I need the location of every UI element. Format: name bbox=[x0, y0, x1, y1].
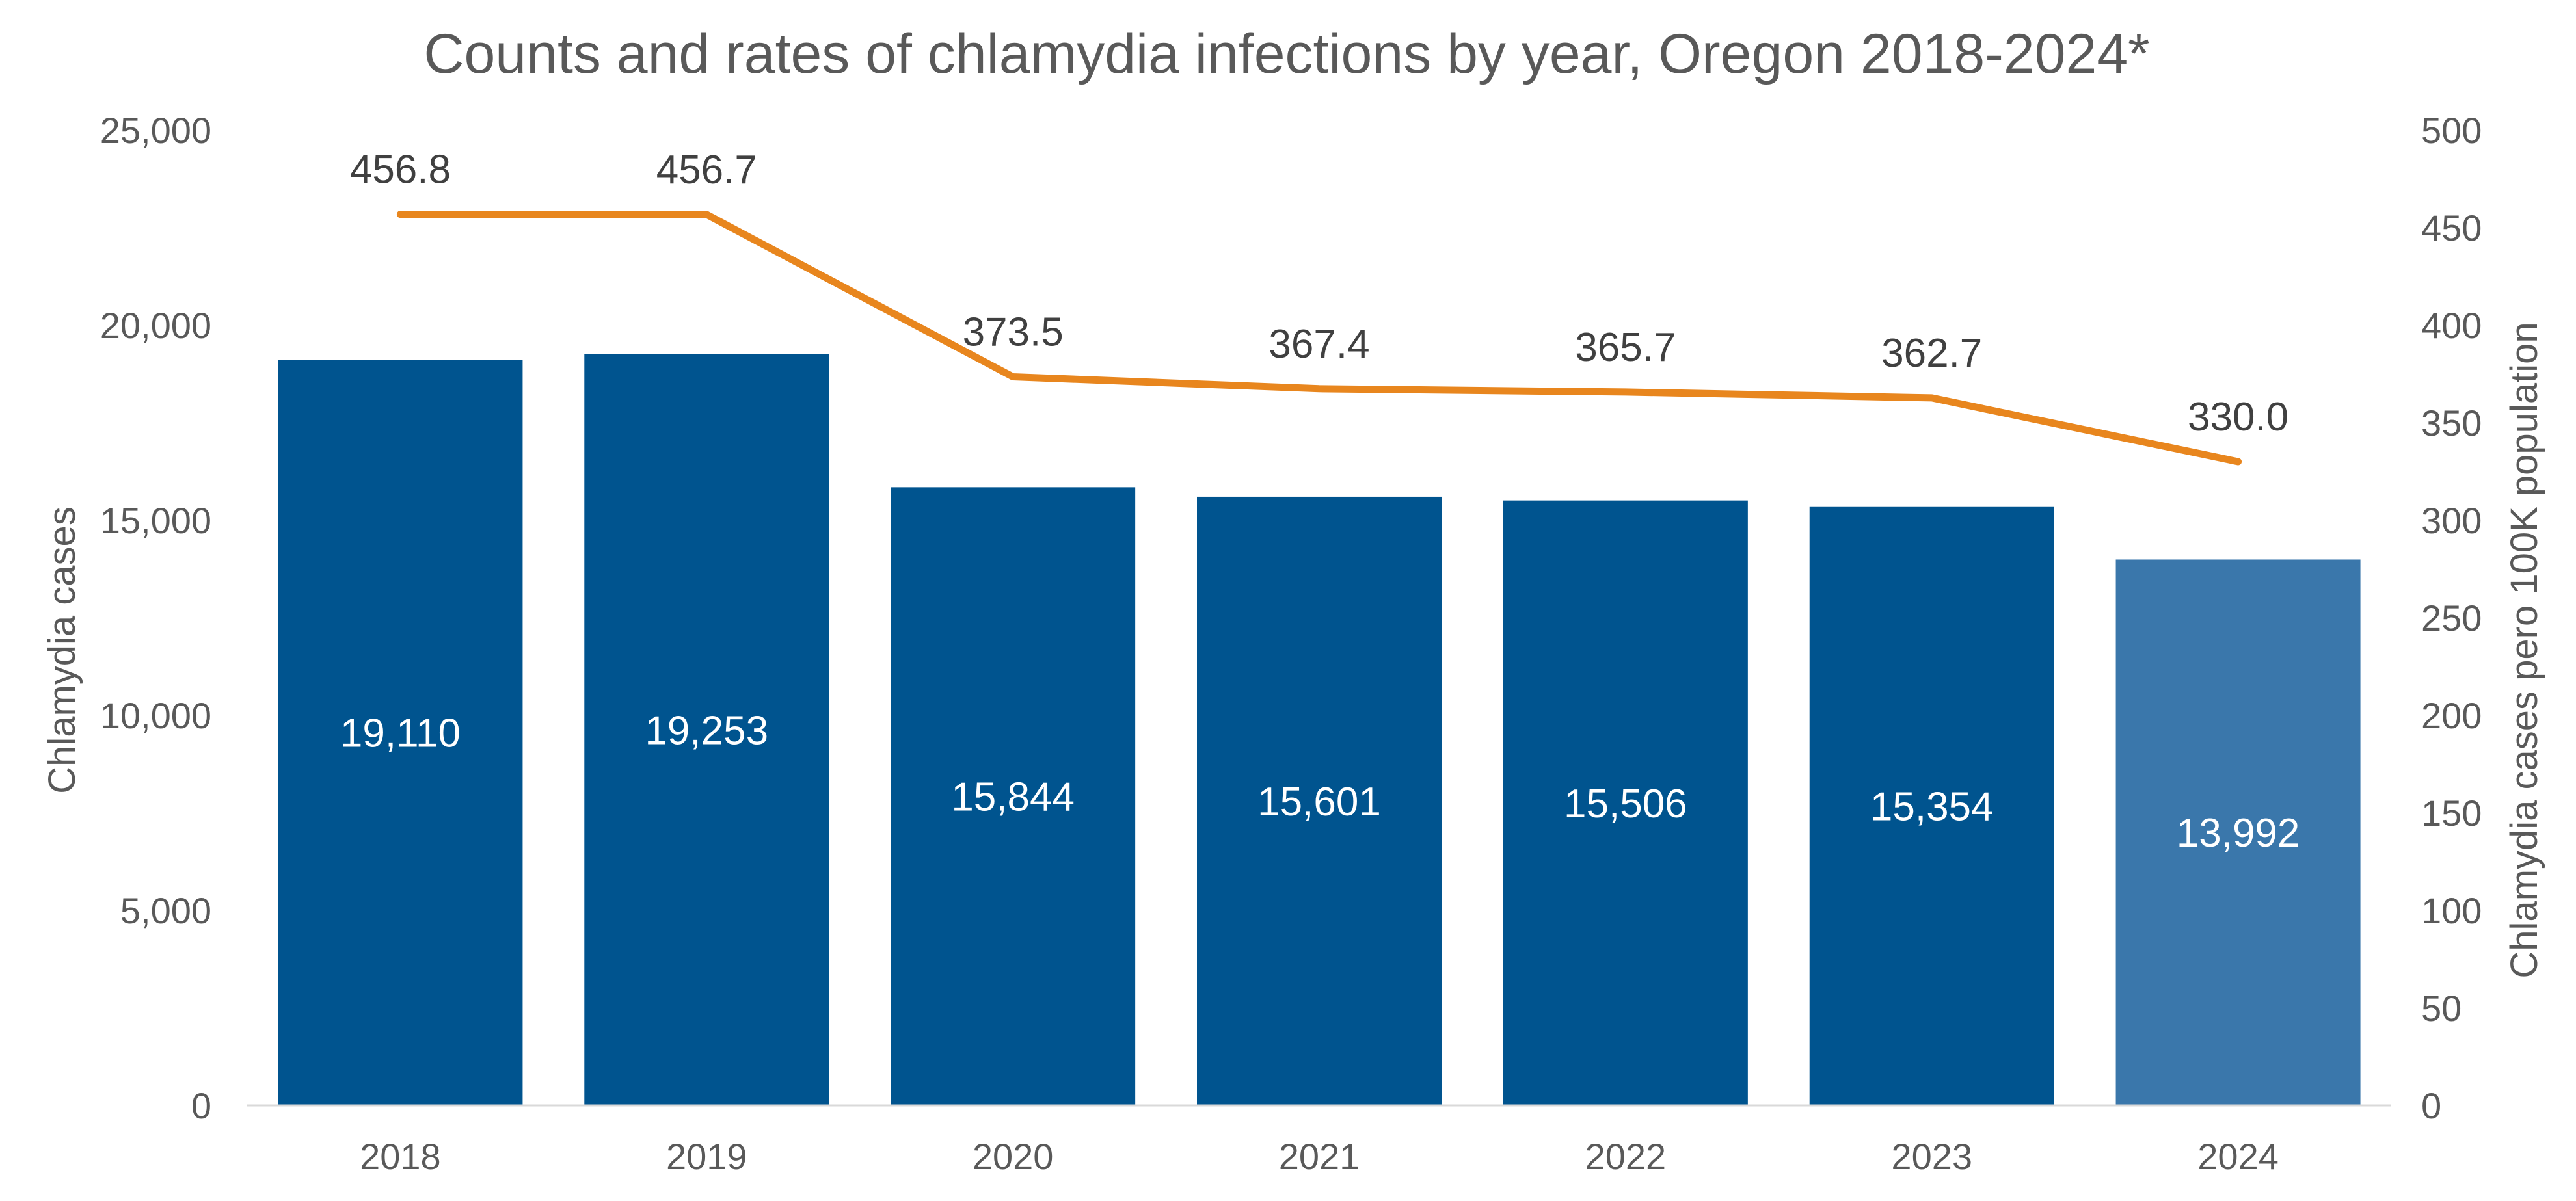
rate-value-label: 330.0 bbox=[2188, 395, 2288, 440]
bar-series: 19,110 19,253 15,844 15,601 15,506 15,354 13,9… bbox=[278, 354, 2361, 1105]
x-tick-label: 2019 bbox=[666, 1136, 747, 1177]
right-tick-label: 450 bbox=[2421, 207, 2482, 248]
bar bbox=[891, 487, 1136, 1105]
bar bbox=[278, 360, 523, 1105]
rate-line bbox=[396, 211, 2242, 466]
left-tick-label: 25,000 bbox=[100, 110, 211, 151]
left-tick-label: 20,000 bbox=[100, 305, 211, 346]
rate-line-series: 456.8 456.7 373.5 367.4 365.7 362.7 330.0 bbox=[350, 148, 2288, 466]
x-tick-label: 2023 bbox=[1891, 1136, 1972, 1177]
left-axis-ticks: 0 5,000 10,000 15,000 20,000 25,000 bbox=[100, 110, 211, 1126]
bar-value-label: 19,110 bbox=[340, 711, 461, 756]
x-tick-label: 2024 bbox=[2197, 1136, 2279, 1177]
bar-value-label: 13,992 bbox=[2177, 811, 2300, 856]
left-tick-label: 15,000 bbox=[100, 500, 211, 541]
rate-value-label: 367.4 bbox=[1268, 322, 1369, 367]
rate-value-label: 365.7 bbox=[1575, 325, 1676, 370]
left-axis-title: Chlamydia cases bbox=[41, 507, 83, 794]
rate-point bbox=[706, 214, 707, 215]
rate-point bbox=[1319, 388, 1320, 389]
rate-value-label: 373.5 bbox=[963, 310, 1064, 355]
left-tick-label: 10,000 bbox=[100, 695, 211, 736]
left-tick-label: 0 bbox=[191, 1085, 211, 1126]
bar bbox=[1809, 506, 2054, 1105]
bar-value-label: 15,506 bbox=[1564, 782, 1687, 826]
rate-point bbox=[1625, 391, 1626, 393]
right-tick-label: 150 bbox=[2421, 793, 2482, 834]
right-tick-label: 350 bbox=[2421, 403, 2482, 443]
right-tick-label: 500 bbox=[2421, 110, 2482, 151]
rate-value-label: 456.7 bbox=[656, 148, 757, 192]
x-tick-label: 2022 bbox=[1585, 1136, 1667, 1177]
bar-value-label: 19,253 bbox=[645, 708, 768, 753]
left-tick-label: 5,000 bbox=[120, 890, 211, 931]
right-axis-ticks: 0 50 100 150 200 250 300 350 400 450 500 bbox=[2421, 110, 2482, 1126]
right-tick-label: 200 bbox=[2421, 695, 2482, 736]
x-tick-label: 2021 bbox=[1279, 1136, 1360, 1177]
right-tick-label: 100 bbox=[2421, 890, 2482, 931]
x-axis-ticks: 2018 2019 2020 2021 2022 2023 2024 bbox=[360, 1136, 2279, 1177]
bar bbox=[1503, 500, 1748, 1105]
right-axis-title: Chlamydia cases pero 100K population bbox=[2503, 322, 2545, 978]
x-tick-label: 2020 bbox=[973, 1136, 1054, 1177]
x-tick-label: 2018 bbox=[360, 1136, 441, 1177]
bar-value-label: 15,844 bbox=[951, 775, 1075, 820]
right-tick-label: 0 bbox=[2421, 1085, 2441, 1126]
right-tick-label: 50 bbox=[2421, 988, 2462, 1029]
rate-point bbox=[2238, 461, 2239, 462]
rate-point bbox=[1012, 376, 1013, 378]
right-tick-label: 250 bbox=[2421, 598, 2482, 639]
bar-value-label: 15,354 bbox=[1870, 784, 1994, 829]
bar bbox=[2115, 559, 2361, 1105]
rate-point bbox=[1931, 397, 1933, 399]
bar bbox=[1197, 496, 1442, 1105]
chart-title: Counts and rates of chlamydia infections… bbox=[423, 23, 2149, 85]
rate-value-label: 456.8 bbox=[350, 148, 451, 192]
right-tick-label: 300 bbox=[2421, 500, 2482, 541]
rate-point bbox=[399, 214, 401, 215]
rate-value-label: 362.7 bbox=[1881, 331, 1982, 376]
right-tick-label: 400 bbox=[2421, 305, 2482, 346]
bar-value-label: 15,601 bbox=[1257, 780, 1381, 825]
bar bbox=[584, 354, 829, 1105]
